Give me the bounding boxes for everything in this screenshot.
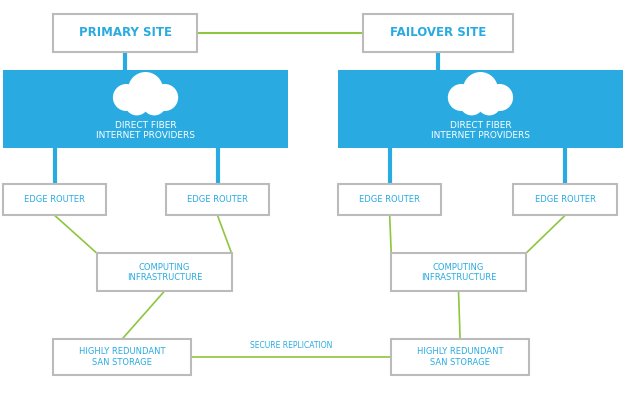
FancyBboxPatch shape [115,95,176,101]
Text: PRIMARY SITE: PRIMARY SITE [79,26,172,40]
FancyBboxPatch shape [53,339,191,375]
FancyBboxPatch shape [3,70,288,148]
FancyBboxPatch shape [363,14,513,52]
Text: EDGE ROUTER: EDGE ROUTER [24,195,85,204]
FancyBboxPatch shape [391,339,529,375]
Text: COMPUTING
INFRASTRUCTURE: COMPUTING INFRASTRUCTURE [126,263,202,282]
FancyBboxPatch shape [450,95,511,101]
FancyBboxPatch shape [338,70,623,148]
Ellipse shape [128,72,163,107]
Ellipse shape [113,84,140,111]
FancyBboxPatch shape [53,14,197,52]
Text: FAILOVER SITE: FAILOVER SITE [390,26,486,40]
FancyBboxPatch shape [3,184,106,215]
Text: EDGE ROUTER: EDGE ROUTER [359,195,420,204]
FancyBboxPatch shape [97,253,232,291]
FancyBboxPatch shape [513,184,617,215]
Ellipse shape [151,84,178,111]
Ellipse shape [448,84,475,111]
Ellipse shape [477,91,501,115]
Text: HIGHLY REDUNDANT
SAN STORAGE: HIGHLY REDUNDANT SAN STORAGE [417,348,503,367]
Ellipse shape [486,84,513,111]
Ellipse shape [142,91,167,115]
Text: EDGE ROUTER: EDGE ROUTER [535,195,595,204]
Ellipse shape [463,72,498,107]
Text: COMPUTING
INFRASTRUCTURE: COMPUTING INFRASTRUCTURE [421,263,496,282]
FancyBboxPatch shape [338,184,441,215]
Text: EDGE ROUTER: EDGE ROUTER [187,195,248,204]
Ellipse shape [125,91,149,115]
Text: SECURE REPLICATION: SECURE REPLICATION [250,342,332,350]
Text: DIRECT FIBER
INTERNET PROVIDERS: DIRECT FIBER INTERNET PROVIDERS [431,121,530,140]
Text: DIRECT FIBER
INTERNET PROVIDERS: DIRECT FIBER INTERNET PROVIDERS [96,121,195,140]
FancyBboxPatch shape [166,184,269,215]
Text: HIGHLY REDUNDANT
SAN STORAGE: HIGHLY REDUNDANT SAN STORAGE [79,348,165,367]
Ellipse shape [459,91,484,115]
FancyBboxPatch shape [391,253,526,291]
